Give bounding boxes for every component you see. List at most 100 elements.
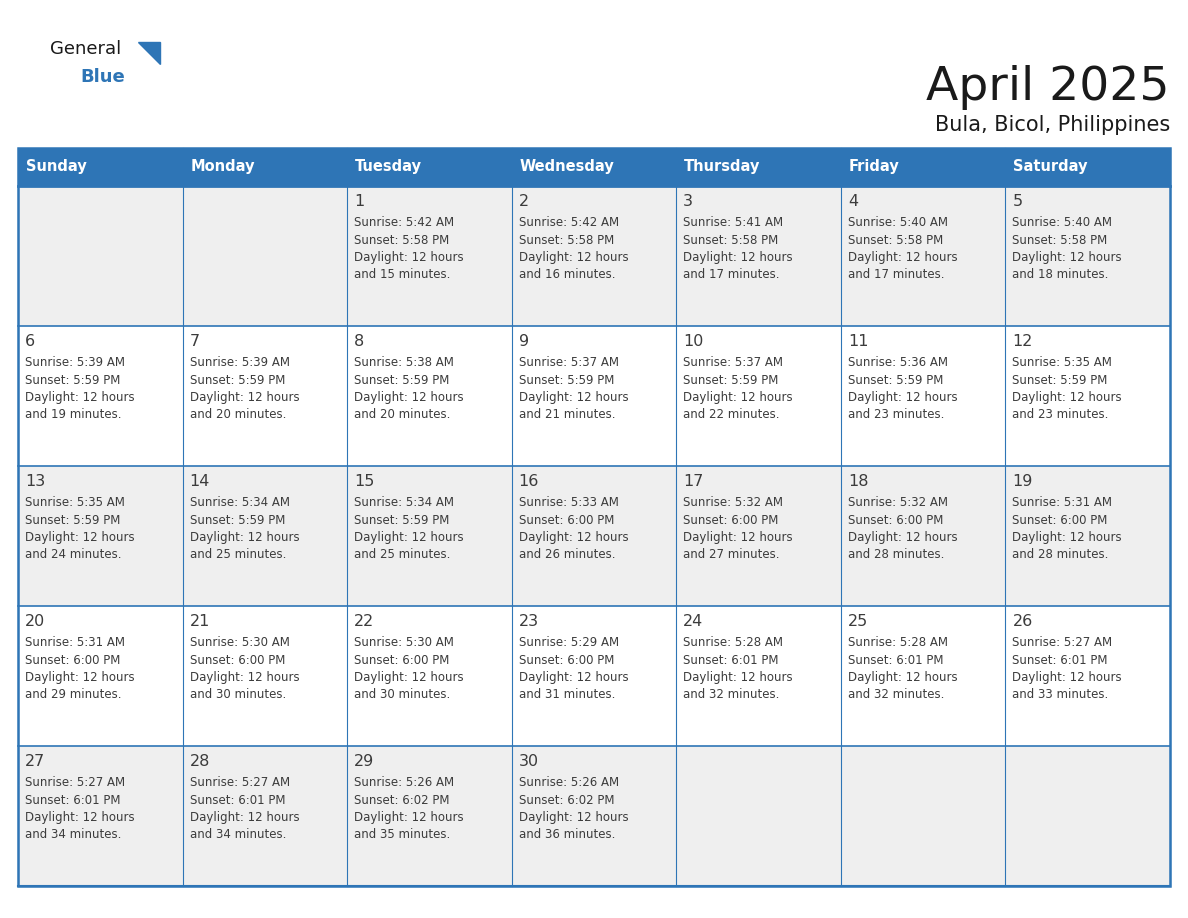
Text: Sunrise: 5:34 AM: Sunrise: 5:34 AM [190,496,290,509]
Text: Sunset: 5:58 PM: Sunset: 5:58 PM [848,233,943,247]
Text: Sunrise: 5:28 AM: Sunrise: 5:28 AM [683,636,783,649]
Text: Sunset: 6:01 PM: Sunset: 6:01 PM [683,654,779,666]
Text: 24: 24 [683,614,703,629]
Text: Sunset: 5:59 PM: Sunset: 5:59 PM [848,374,943,386]
Text: Sunrise: 5:28 AM: Sunrise: 5:28 AM [848,636,948,649]
Text: Sunset: 5:58 PM: Sunset: 5:58 PM [683,233,778,247]
Text: Sunrise: 5:41 AM: Sunrise: 5:41 AM [683,216,783,229]
Text: 7: 7 [190,334,200,349]
Text: Wednesday: Wednesday [519,160,614,174]
Text: and 27 minutes.: and 27 minutes. [683,548,779,562]
Text: 18: 18 [848,474,868,489]
Text: Daylight: 12 hours: Daylight: 12 hours [519,531,628,544]
Text: and 18 minutes.: and 18 minutes. [1012,268,1108,282]
Text: 22: 22 [354,614,374,629]
Text: Daylight: 12 hours: Daylight: 12 hours [848,531,958,544]
Text: 8: 8 [354,334,365,349]
Text: Sunrise: 5:35 AM: Sunrise: 5:35 AM [1012,356,1112,369]
Text: Sunrise: 5:26 AM: Sunrise: 5:26 AM [354,776,454,789]
Text: Daylight: 12 hours: Daylight: 12 hours [519,391,628,404]
Bar [183,148,347,186]
Text: and 26 minutes.: and 26 minutes. [519,548,615,562]
Text: Daylight: 12 hours: Daylight: 12 hours [683,671,792,684]
Text: 2: 2 [519,194,529,209]
Text: Daylight: 12 hours: Daylight: 12 hours [683,391,792,404]
Text: 25: 25 [848,614,868,629]
Bar [18,466,1170,606]
Text: and 28 minutes.: and 28 minutes. [848,548,944,562]
Text: Sunrise: 5:40 AM: Sunrise: 5:40 AM [848,216,948,229]
Text: Sunset: 5:58 PM: Sunset: 5:58 PM [1012,233,1107,247]
Text: Sunrise: 5:31 AM: Sunrise: 5:31 AM [25,636,125,649]
Text: Sunrise: 5:33 AM: Sunrise: 5:33 AM [519,496,619,509]
Bar [347,148,512,186]
Text: Sunset: 6:01 PM: Sunset: 6:01 PM [25,793,120,807]
Text: Sunset: 6:00 PM: Sunset: 6:00 PM [683,513,778,527]
Text: Sunset: 5:59 PM: Sunset: 5:59 PM [683,374,778,386]
Text: and 31 minutes.: and 31 minutes. [519,688,615,701]
Text: Daylight: 12 hours: Daylight: 12 hours [848,391,958,404]
Text: Daylight: 12 hours: Daylight: 12 hours [190,671,299,684]
Bar [18,606,1170,746]
Polygon shape [138,42,160,64]
Text: Sunset: 6:00 PM: Sunset: 6:00 PM [1012,513,1107,527]
Text: Daylight: 12 hours: Daylight: 12 hours [190,391,299,404]
Text: 11: 11 [848,334,868,349]
Text: Daylight: 12 hours: Daylight: 12 hours [1012,391,1121,404]
Text: Sunset: 6:02 PM: Sunset: 6:02 PM [354,793,449,807]
Text: Daylight: 12 hours: Daylight: 12 hours [848,251,958,264]
Text: and 29 minutes.: and 29 minutes. [25,688,121,701]
Text: 3: 3 [683,194,694,209]
Text: Daylight: 12 hours: Daylight: 12 hours [1012,531,1121,544]
Text: Daylight: 12 hours: Daylight: 12 hours [354,811,463,824]
Text: 1: 1 [354,194,365,209]
Text: Sunset: 5:58 PM: Sunset: 5:58 PM [519,233,614,247]
Text: and 20 minutes.: and 20 minutes. [354,409,450,421]
Text: Daylight: 12 hours: Daylight: 12 hours [1012,671,1121,684]
Text: and 36 minutes.: and 36 minutes. [519,829,615,842]
Text: 10: 10 [683,334,703,349]
Text: 15: 15 [354,474,374,489]
Text: Sunrise: 5:42 AM: Sunrise: 5:42 AM [519,216,619,229]
Text: Sunset: 6:01 PM: Sunset: 6:01 PM [190,793,285,807]
Text: and 30 minutes.: and 30 minutes. [354,688,450,701]
Text: Friday: Friday [849,160,899,174]
Text: and 30 minutes.: and 30 minutes. [190,688,286,701]
Bar [18,148,1170,886]
Text: 4: 4 [848,194,858,209]
Text: Daylight: 12 hours: Daylight: 12 hours [683,251,792,264]
Text: Sunset: 6:01 PM: Sunset: 6:01 PM [1012,654,1108,666]
Bar [841,148,1005,186]
Text: and 34 minutes.: and 34 minutes. [25,829,121,842]
Text: 5: 5 [1012,194,1023,209]
Text: Daylight: 12 hours: Daylight: 12 hours [190,531,299,544]
Text: 17: 17 [683,474,703,489]
Text: Monday: Monday [190,160,255,174]
Text: 26: 26 [1012,614,1032,629]
Bar [676,148,841,186]
Text: Daylight: 12 hours: Daylight: 12 hours [848,671,958,684]
Text: and 35 minutes.: and 35 minutes. [354,829,450,842]
Text: Sunrise: 5:37 AM: Sunrise: 5:37 AM [519,356,619,369]
Text: and 34 minutes.: and 34 minutes. [190,829,286,842]
Text: Blue: Blue [80,68,125,86]
Text: Sunrise: 5:34 AM: Sunrise: 5:34 AM [354,496,454,509]
Text: Sunrise: 5:30 AM: Sunrise: 5:30 AM [190,636,290,649]
Text: Sunset: 6:00 PM: Sunset: 6:00 PM [519,513,614,527]
Text: Sunrise: 5:40 AM: Sunrise: 5:40 AM [1012,216,1112,229]
Text: Sunset: 6:00 PM: Sunset: 6:00 PM [519,654,614,666]
Text: Daylight: 12 hours: Daylight: 12 hours [354,251,463,264]
Text: Sunset: 5:59 PM: Sunset: 5:59 PM [25,513,120,527]
Text: Sunset: 5:59 PM: Sunset: 5:59 PM [354,374,449,386]
Text: General: General [50,40,121,58]
Text: Bula, Bicol, Philippines: Bula, Bicol, Philippines [935,115,1170,135]
Text: Sunset: 6:02 PM: Sunset: 6:02 PM [519,793,614,807]
Text: and 20 minutes.: and 20 minutes. [190,409,286,421]
Text: Sunrise: 5:31 AM: Sunrise: 5:31 AM [1012,496,1112,509]
Bar [18,746,1170,886]
Text: 27: 27 [25,754,45,769]
Text: and 28 minutes.: and 28 minutes. [1012,548,1108,562]
Text: 14: 14 [190,474,210,489]
Bar [18,186,1170,326]
Text: and 32 minutes.: and 32 minutes. [683,688,779,701]
